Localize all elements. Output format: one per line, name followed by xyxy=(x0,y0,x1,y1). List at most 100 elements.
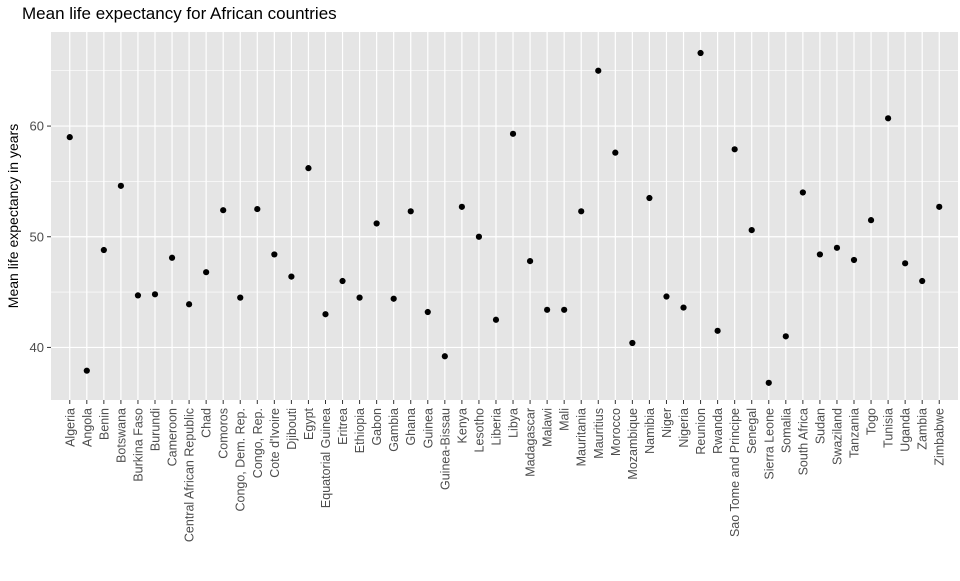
y-axis-title: Mean life expectancy in years xyxy=(5,124,21,308)
data-point xyxy=(66,134,73,141)
x-tick-label: Lesotho xyxy=(472,408,486,453)
data-point xyxy=(612,149,619,156)
x-tick-label: Central African Republic xyxy=(183,408,197,542)
data-point xyxy=(850,256,858,264)
x-tick-label: Mali xyxy=(558,408,572,431)
x-tick-label: Senegal xyxy=(745,408,759,454)
x-tick-label: Togo xyxy=(865,408,879,435)
x-tick-label: Gambia xyxy=(387,408,401,452)
data-point xyxy=(561,306,568,313)
data-point xyxy=(390,295,397,302)
data-point xyxy=(185,301,193,308)
data-point xyxy=(919,277,926,285)
data-point xyxy=(782,333,789,340)
x-tick-label: Chad xyxy=(200,408,214,438)
x-tick-label: Burkina Faso xyxy=(131,408,145,482)
x-tick-label: Congo, Dem. Rep. xyxy=(234,408,248,512)
x-tick-label: Somalia xyxy=(779,408,793,453)
x-tick-label: Egypt xyxy=(302,407,316,439)
y-tick-label: 40 xyxy=(30,340,44,355)
x-tick-label: Benin xyxy=(97,408,111,440)
data-point xyxy=(322,311,329,318)
x-tick-label: Guinea xyxy=(421,408,435,448)
data-point xyxy=(680,304,687,311)
y-tick-label: 50 xyxy=(30,229,44,244)
x-tick-label: Tunisia xyxy=(882,408,896,448)
x-tick-label: South Africa xyxy=(796,408,810,475)
data-point xyxy=(305,165,312,172)
x-tick-label: Eritrea xyxy=(336,408,350,445)
data-point xyxy=(748,227,755,234)
data-point xyxy=(254,205,261,213)
data-point xyxy=(902,260,909,267)
data-point xyxy=(83,367,90,374)
panel-background xyxy=(51,32,958,400)
data-point xyxy=(407,208,414,215)
data-point xyxy=(629,339,636,347)
y-tick-label: 60 xyxy=(30,119,44,134)
x-tick-label: Libya xyxy=(507,408,521,438)
data-point xyxy=(475,233,483,240)
x-tick-label: Mauritius xyxy=(592,408,606,459)
x-tick-label: Gabon xyxy=(370,408,384,446)
data-point xyxy=(884,115,892,122)
data-point xyxy=(151,291,159,298)
data-point xyxy=(595,67,602,74)
x-tick-label: Liberia xyxy=(489,408,503,446)
data-point xyxy=(168,254,176,261)
x-tick-label: Ethiopia xyxy=(353,408,367,453)
data-point xyxy=(526,258,534,265)
x-tick-label: Niger xyxy=(660,408,674,438)
data-point xyxy=(663,293,670,300)
x-tick-label: Ghana xyxy=(404,408,418,446)
data-point xyxy=(509,130,517,137)
data-point xyxy=(833,244,841,251)
data-point xyxy=(578,208,585,215)
x-tick-label: Zimbabwe xyxy=(933,408,947,466)
x-tick-label: Equatorial Guinea xyxy=(319,408,333,508)
x-tick-label: Cameroon xyxy=(166,408,180,466)
x-tick-label: Angola xyxy=(80,408,94,447)
data-point xyxy=(936,203,943,210)
data-point xyxy=(288,273,295,280)
data-point xyxy=(492,316,500,323)
x-tick-label: Congo, Rep. xyxy=(251,408,265,478)
x-tick-label: Sierra Leone xyxy=(762,408,776,480)
data-point xyxy=(203,269,210,276)
x-tick-label: Rwanda xyxy=(711,408,725,454)
data-point xyxy=(356,294,363,301)
x-tick-label: Swaziland xyxy=(830,408,844,465)
data-point xyxy=(117,182,125,189)
data-point xyxy=(237,294,244,301)
x-tick-label: Comoros xyxy=(217,408,231,459)
x-tick-label: Guinea-Bissau xyxy=(438,408,452,490)
x-tick-label: Cote d'Ivoire xyxy=(268,408,282,478)
data-point xyxy=(731,146,738,153)
x-tick-label: Sao Tome and Principe xyxy=(728,408,742,537)
x-tick-label: Mauritania xyxy=(575,408,589,466)
data-point xyxy=(765,379,772,386)
data-point xyxy=(220,207,227,214)
data-point xyxy=(458,203,465,210)
x-tick-label: Tanzania xyxy=(848,408,862,458)
data-point xyxy=(339,277,346,285)
x-tick-label: Djibouti xyxy=(285,408,299,450)
x-tick-label: Sudan xyxy=(813,408,827,444)
x-tick-label: Nigeria xyxy=(677,408,691,448)
data-point xyxy=(714,327,721,334)
data-point xyxy=(799,189,806,196)
data-point xyxy=(424,308,431,316)
x-tick-label: Mozambique xyxy=(626,408,640,480)
x-tick-label: Uganda xyxy=(899,408,913,452)
data-point xyxy=(373,220,380,227)
data-point xyxy=(816,251,824,258)
data-point xyxy=(441,353,448,360)
data-point xyxy=(697,49,704,57)
x-tick-label: Madagascar xyxy=(524,408,538,477)
x-tick-label: Zambia xyxy=(916,408,930,450)
data-point xyxy=(271,251,278,258)
chart-title: Mean life expectancy for African countri… xyxy=(22,4,337,23)
x-tick-label: Algeria xyxy=(63,408,77,447)
data-point xyxy=(867,217,875,224)
